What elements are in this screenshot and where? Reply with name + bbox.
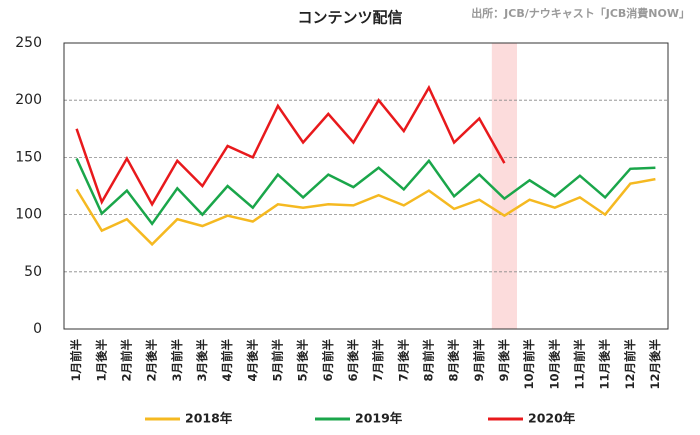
x-tick-label: 9月前半 [472,339,486,382]
y-tick-label: 50 [24,264,42,280]
y-tick-label: 150 [15,149,42,165]
y-tick-label: 250 [15,35,42,51]
x-tick-label: 6月後半 [346,339,360,382]
x-tick-label: 11月前半 [572,339,586,390]
x-tick-label: 1月前半 [69,339,83,382]
highlight-band [491,43,517,329]
y-tick-label: 200 [15,92,42,108]
series-line [75,157,656,226]
x-tick-label: 10月前半 [522,339,536,390]
series-line [75,177,656,247]
x-tick-label: 10月後半 [547,339,561,390]
legend-label: 2018年 [185,411,233,426]
x-tick-label: 7月前半 [371,339,385,382]
y-tick-label: 100 [15,207,42,223]
x-tick-label: 6月前半 [321,339,335,382]
x-tick-label: 4月後半 [245,339,259,382]
x-tick-label: 4月前半 [220,339,234,382]
x-tick-label: 12月後半 [648,339,662,390]
x-tick-label: 9月後半 [497,339,511,382]
source: 出所：JCB/ナウキャスト「JCB消費NOW」 [471,6,690,20]
x-tick-label: 5月後半 [296,339,310,382]
x-tick-label: 5月前半 [270,339,284,382]
x-tick-label: 8月後半 [447,339,461,382]
legend-label: 2020年 [528,411,576,426]
x-tick-label: 7月後半 [396,339,410,382]
plot-border [63,42,669,330]
series-line [75,84,506,207]
x-tick-label: 1月後半 [94,339,108,382]
x-tick-label: 2月前半 [119,339,133,382]
x-tick-label: 8月前半 [421,339,435,382]
legend-label: 2019年 [355,411,403,426]
x-tick-label: 11月後半 [598,339,612,390]
y-tick-label: 0 [33,321,42,337]
x-tick-label: 2月後半 [145,339,159,382]
x-tick-label: 3月前半 [170,339,184,382]
x-tick-label: 3月後半 [195,339,209,382]
chart-title: コンテンツ配信 [297,9,402,27]
x-tick-label: 12月前半 [623,339,637,390]
